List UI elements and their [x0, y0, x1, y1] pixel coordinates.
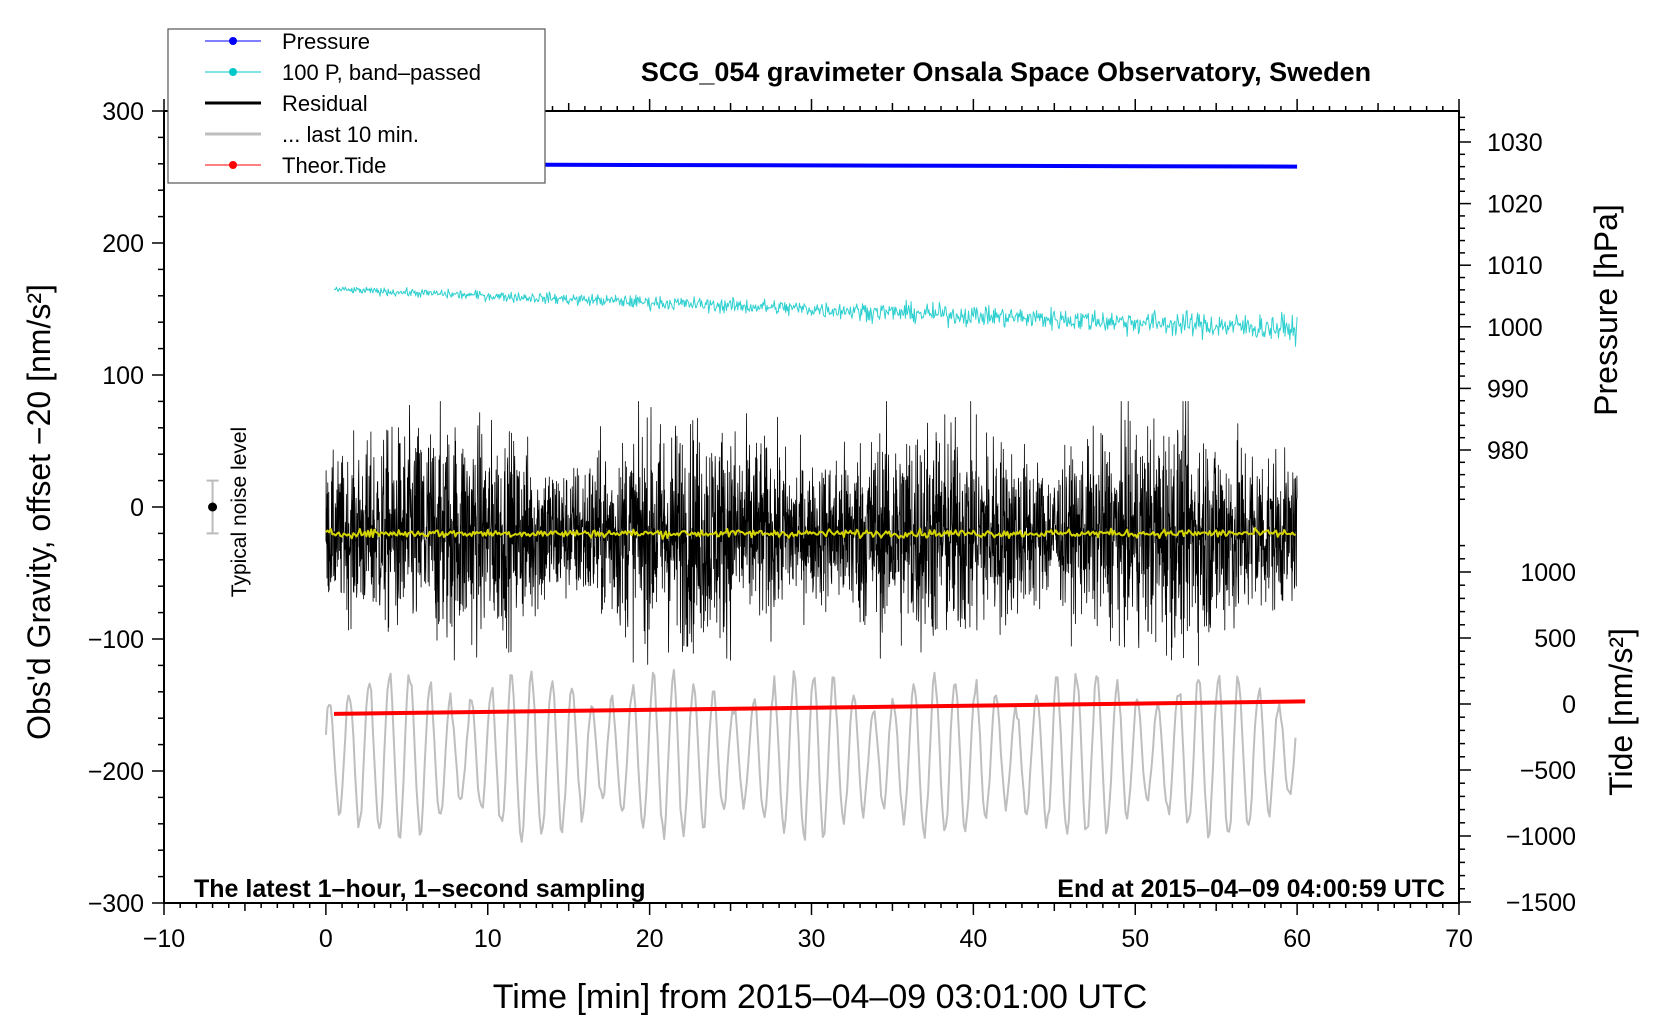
legend-label: ... last 10 min.	[282, 122, 419, 147]
annotation-right: End at 2015–04–09 04:00:59 UTC	[1057, 875, 1445, 903]
legend-marker	[229, 161, 237, 169]
x-tick-label: 60	[1283, 925, 1311, 953]
tide-tick-label: 0	[1562, 691, 1576, 719]
y-axis-label-left: Obs'd Gravity, offset −20 [nm/s²]	[21, 284, 57, 740]
x-tick-label: 10	[474, 925, 502, 953]
x-tick-label: 40	[959, 925, 987, 953]
series-pressure-bandpassed	[333, 286, 1298, 347]
y-tick-label: 0	[130, 494, 144, 522]
legend-label: 100 P, band–passed	[282, 60, 481, 85]
x-tick-label: 50	[1121, 925, 1149, 953]
tide-tick-label: 1000	[1520, 559, 1576, 587]
pressure-tick-label: 1030	[1487, 129, 1543, 157]
chart-title: SCG_054 gravimeter Onsala Space Observat…	[641, 57, 1371, 87]
pressure-tick-label: 1010	[1487, 252, 1543, 280]
plot-area	[206, 162, 1306, 843]
y-tick-label: 200	[102, 230, 144, 258]
x-tick-label: 30	[798, 925, 826, 953]
axes: −10 0 10 20 30 40 50 60 70−300−200−1000100200300…	[88, 98, 1576, 953]
legend-box	[167, 28, 546, 184]
legend-label: Residual	[282, 91, 368, 116]
noise-level-label: Typical noise level	[228, 427, 251, 597]
pressure-tick-label: 990	[1487, 375, 1529, 403]
x-axis-label: Time [min] from 2015–04–09 03:01:00 UTC	[493, 978, 1148, 1016]
series-theor-tide	[333, 699, 1306, 716]
tide-tick-label: −1500	[1506, 889, 1576, 917]
tide-tick-label: 500	[1534, 625, 1576, 653]
y-tick-label: −200	[88, 758, 144, 786]
series-last-10-min	[324, 668, 1297, 843]
x-tick-label: 20	[636, 925, 664, 953]
y-tick-label: 100	[102, 362, 144, 390]
pressure-tick-label: 980	[1487, 437, 1529, 465]
series-residual-mean	[325, 527, 1296, 540]
tide-tick-label: −1000	[1506, 823, 1576, 851]
y-tick-label: −300	[88, 890, 144, 918]
pressure-tick-label: 1000	[1487, 314, 1543, 342]
legend-label: Pressure	[282, 29, 370, 54]
legend-marker	[229, 37, 237, 45]
x-tick-label: 0	[319, 925, 333, 953]
legend-marker	[229, 68, 237, 76]
legend: Pressure 100 P, band–passed Residual ... la…	[167, 28, 546, 184]
tide-tick-label: −500	[1520, 757, 1576, 785]
x-tick-label: −10	[143, 925, 185, 953]
noise-bar-dot	[208, 502, 218, 512]
y-axis-label-pressure: Pressure [hPa]	[1588, 204, 1624, 416]
y-tick-label: 300	[102, 98, 144, 126]
y-tick-label: −100	[88, 626, 144, 654]
legend-label: Theor.Tide	[282, 153, 386, 178]
x-tick-label: 70	[1445, 925, 1473, 953]
pressure-tick-label: 1020	[1487, 191, 1543, 219]
y-axis-label-tide: Tide [nm/s²]	[1603, 628, 1639, 796]
annotation-left: The latest 1–hour, 1–second sampling	[194, 875, 646, 903]
series-residual	[325, 400, 1298, 666]
